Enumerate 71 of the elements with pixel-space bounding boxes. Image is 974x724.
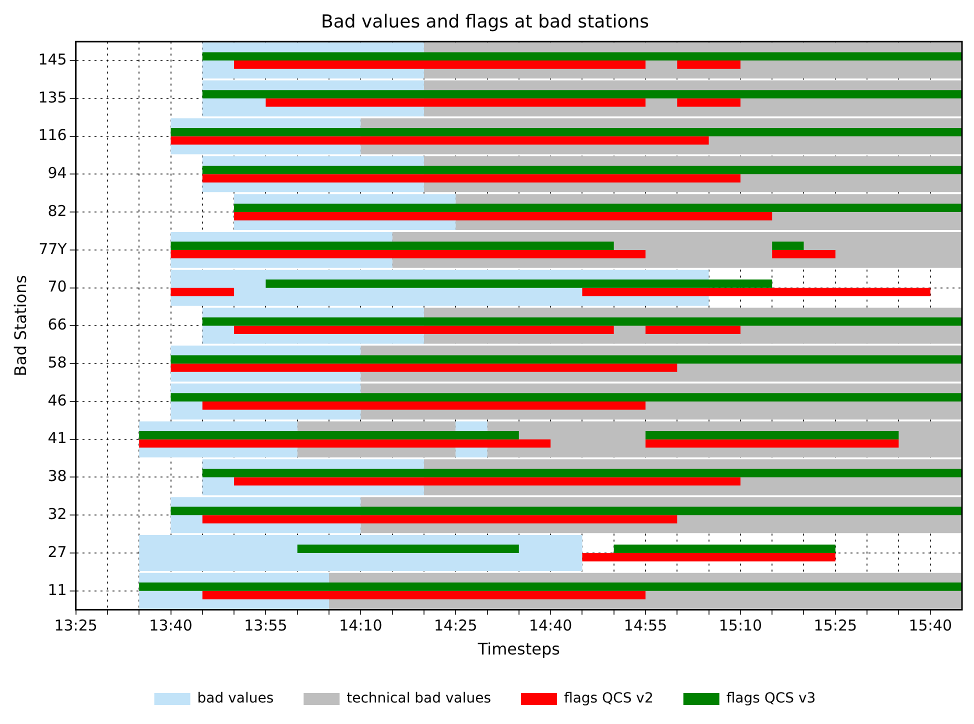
y-tick-label: 82 xyxy=(48,202,67,220)
x-tick-label: 15:40 xyxy=(908,616,952,635)
x-tick-label: 14:40 xyxy=(528,616,572,635)
bar xyxy=(646,326,740,334)
y-tick-label: 27 xyxy=(48,542,67,561)
legend-label: bad values xyxy=(197,690,274,707)
x-tick-label: 14:10 xyxy=(339,616,382,635)
legend-label: technical bad values xyxy=(346,690,492,707)
y-tick-label: 38 xyxy=(48,467,67,486)
bar xyxy=(202,468,962,478)
bar xyxy=(646,431,899,440)
bar xyxy=(234,477,740,486)
y-tick-label: 145 xyxy=(38,50,67,68)
x-tick-label: 14:25 xyxy=(434,616,478,635)
y-tick-label: 77Y xyxy=(38,240,68,258)
bar xyxy=(139,439,551,448)
bar xyxy=(170,364,678,372)
bar xyxy=(202,90,962,98)
y-tick-label: 41 xyxy=(48,429,67,448)
x-tick-label: 13:55 xyxy=(244,616,288,635)
bar xyxy=(646,439,899,448)
bar xyxy=(582,552,836,562)
y-tick-label: 46 xyxy=(48,391,67,410)
x-tick-label: 13:25 xyxy=(54,616,98,635)
bar xyxy=(614,544,836,553)
chart-title: Bad values and flags at bad stations xyxy=(320,11,650,32)
bar xyxy=(170,136,709,145)
bar xyxy=(170,128,962,136)
y-tick-label: 94 xyxy=(48,164,67,182)
bar xyxy=(234,60,646,69)
bar xyxy=(170,250,646,258)
bar xyxy=(202,590,646,600)
bar xyxy=(234,212,772,220)
bar xyxy=(202,174,740,183)
x-tick-label: 15:25 xyxy=(814,616,858,635)
bar xyxy=(170,288,234,296)
bar xyxy=(202,317,962,326)
y-tick-label: 58 xyxy=(48,353,67,372)
bar xyxy=(234,204,962,212)
y-tick-label: 32 xyxy=(48,504,67,523)
y-tick-label: 70 xyxy=(48,278,67,296)
y-tick-label: 116 xyxy=(38,126,67,144)
y-tick-label: 11 xyxy=(48,580,67,599)
bar xyxy=(266,279,772,288)
x-tick-label: 15:10 xyxy=(718,616,762,635)
legend-label: flags QCS v2 xyxy=(564,690,654,707)
x-tick-label: 14:55 xyxy=(624,616,668,635)
bar xyxy=(297,544,519,553)
bar xyxy=(202,166,962,174)
bar xyxy=(139,582,962,591)
y-tick-label: 66 xyxy=(48,316,67,334)
legend-label: flags QCS v3 xyxy=(726,690,816,707)
bar xyxy=(139,431,519,440)
bar xyxy=(202,515,678,524)
y-axis-title: Bad Stations xyxy=(10,275,30,376)
x-tick-label: 13:40 xyxy=(149,616,192,635)
bar xyxy=(170,393,962,402)
x-axis-title: Timesteps xyxy=(476,640,560,659)
bar xyxy=(234,326,614,334)
bar xyxy=(266,98,646,107)
y-tick-label: 135 xyxy=(38,88,67,106)
bar xyxy=(772,250,836,258)
bar xyxy=(772,242,804,250)
bar xyxy=(170,242,614,250)
bar xyxy=(582,288,930,296)
bar xyxy=(677,98,740,107)
bar xyxy=(170,506,962,516)
bar xyxy=(170,355,962,364)
bar xyxy=(202,401,646,410)
bar xyxy=(677,60,740,69)
bar xyxy=(202,52,962,61)
